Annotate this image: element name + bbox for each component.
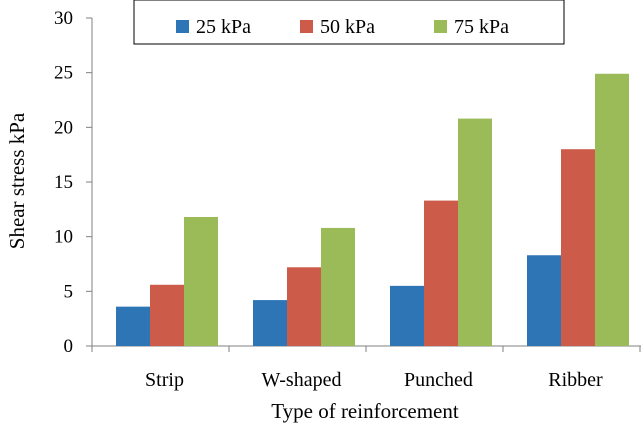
legend-swatch <box>300 20 313 33</box>
y-tick-label: 25 <box>54 63 73 84</box>
y-axis: 0 5 10 15 20 25 30 <box>54 8 93 357</box>
x-category-label: Ribber <box>548 369 603 391</box>
x-axis: Strip W-shaped Punched Ribber <box>91 345 641 391</box>
bar-25kpa-punched <box>390 285 424 346</box>
bar-25kpa-strip <box>116 306 150 346</box>
bar-50kpa-strip <box>150 284 184 346</box>
y-tick-label: 10 <box>54 227 73 248</box>
bar-75kpa-strip <box>184 216 218 346</box>
bar-75kpa-ribbed <box>595 73 629 346</box>
x-category-label: Strip <box>145 369 184 391</box>
legend-swatch <box>176 20 189 33</box>
legend-label: 25 kPa <box>196 16 251 38</box>
bar-25kpa-w-shaped <box>253 300 287 346</box>
y-tick-label: 15 <box>54 172 73 193</box>
y-tick-label: 20 <box>54 117 73 138</box>
y-tick-label: 30 <box>54 8 73 29</box>
y-tick-label: 0 <box>64 336 74 357</box>
x-category-label: W-shaped <box>262 369 342 391</box>
x-category-label: Punched <box>404 369 473 391</box>
legend-label: 50 kPa <box>320 16 375 38</box>
x-axis-title: Type of reinforcement <box>271 399 459 423</box>
y-tick-label: 5 <box>64 281 74 302</box>
bars <box>116 73 629 346</box>
bar-75kpa-punched <box>458 118 492 346</box>
bar-75kpa-w-shaped <box>321 227 355 346</box>
legend: 25 kPa 50 kPa 75 kPa <box>133 0 565 45</box>
legend-label: 75 kPa <box>454 16 509 38</box>
bar-50kpa-ribbed <box>561 149 595 346</box>
y-axis-title: Shear stress kPa <box>5 112 29 249</box>
bar-25kpa-ribbed <box>527 255 561 346</box>
bar-50kpa-punched <box>424 200 458 346</box>
legend-box <box>133 0 565 45</box>
legend-swatch <box>434 20 447 33</box>
bar-50kpa-w-shaped <box>287 267 321 346</box>
